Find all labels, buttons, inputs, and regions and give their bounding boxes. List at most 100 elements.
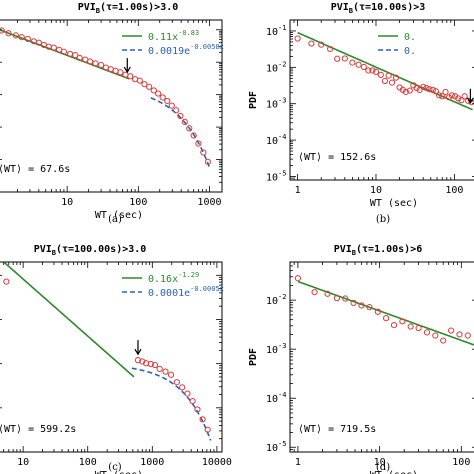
arrow-head [134,348,142,356]
data-point [360,63,367,71]
x-tick-label: 1000 [197,197,221,208]
x-tick-label: 100 [445,185,463,196]
plot-area [294,275,474,346]
data-point [150,87,157,94]
data-point [349,59,356,66]
data-point [200,149,207,156]
data-point [392,74,400,81]
data-point [159,94,166,101]
data-point [439,93,446,100]
data-point [429,86,436,93]
panel-caption: (b) [376,214,390,225]
data-point [385,72,392,79]
data-point [334,55,341,62]
data-point [155,90,162,97]
y-tick-label: 10-2 [266,60,286,74]
data-point [350,299,357,306]
data-point [308,40,315,47]
x-tick-label: 1 [295,185,301,196]
legend-power-label: 0.16x-1.29 [148,271,199,285]
data-point [461,93,468,100]
data-point [92,60,99,67]
data-point [374,308,381,315]
power-law-fit-line [297,31,473,111]
data-point [173,107,180,114]
data-point [388,79,396,86]
x-tick-label: 100 [79,457,97,468]
data-point [423,329,431,336]
data-point [60,48,68,55]
y-tick-label: 10-4 [266,391,286,405]
data-point [318,41,325,48]
data-point [399,318,406,325]
power-law-fit-line [297,280,474,346]
data-point [204,426,211,433]
data-point [136,77,143,84]
data-point [456,331,463,338]
plot-area [0,27,211,168]
data-point [415,324,422,332]
data-point [458,97,465,104]
x-tick-label: 100 [129,197,147,208]
x-tick-label: 10 [370,185,382,196]
data-point [369,67,376,74]
exponential-fit-line [150,97,211,168]
x-axis-label: WT (sec) [95,210,143,221]
y-tick-label: 10-1 [266,24,286,38]
data-point [3,278,10,285]
plot-frame [289,19,474,181]
data-point [432,88,439,95]
plot-area [2,262,212,441]
data-point [24,35,31,43]
data-point [342,295,349,302]
mean-waiting-time-label: ⟨WT⟩ = 599.2s [0,424,76,435]
data-point [432,332,439,339]
data-point [164,97,171,105]
data-point [372,68,380,75]
data-point [468,99,474,106]
panel-title: PVIB(τ=10.00s)>3 [331,2,426,15]
data-point [311,289,318,296]
panel-b: 1 10 100 10-1 10-2 10-3 10-4 10-5 WT (sec) PDF PVI… [248,2,474,225]
data-point [190,132,197,139]
x-tick-label: 1 [295,457,301,468]
y-tick-label: 10-5 [266,169,286,183]
data-point [35,39,42,46]
panel-title: PVIB(τ=100.00s)>3.0 [34,244,147,257]
mean-waiting-time-label: ⟨WT⟩ = 152.6s [298,152,376,163]
data-point [377,71,384,78]
data-point [139,358,146,365]
data-point [151,361,159,369]
data-point [195,140,202,147]
data-point [12,32,19,39]
panel-c: 10 100 1000 10000 WT (sec) PVIB(τ=100.00s)>3.… [0,244,232,474]
data-point [117,69,124,76]
y-tick-label: 10-3 [266,342,286,356]
data-point [5,30,12,37]
data-point [464,332,471,339]
data-point [382,315,390,322]
plot-frame [0,261,223,453]
power-law-fit-line [2,262,135,378]
x-tick-label: 10 [374,457,386,468]
x-axis-label: WT (sec) [370,470,418,474]
x-tick-label: 10 [61,197,73,208]
y-axis-label: PDF [248,91,259,109]
legend-power-label: 0.11x-0.83 [148,29,199,43]
legend-exp-label: 0.0001e-0.0005x [148,285,224,299]
data-point [167,371,175,378]
data-point [358,302,365,309]
data-point [440,337,447,344]
data-point [406,87,413,94]
data-point [390,321,398,329]
data-point [381,77,389,85]
data-point [445,94,452,101]
data-point [127,73,134,80]
data-point [168,102,175,109]
data-point [355,61,362,68]
x-axis-label: WT (sec) [95,470,143,474]
plot-area [294,31,474,111]
data-point [366,304,373,311]
data-point [179,384,186,391]
